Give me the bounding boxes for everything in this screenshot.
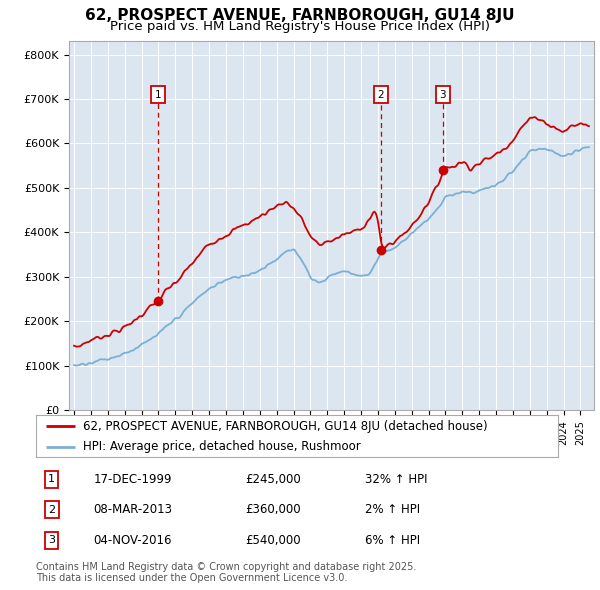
Text: 1: 1 bbox=[154, 90, 161, 100]
Text: £360,000: £360,000 bbox=[245, 503, 301, 516]
Text: 32% ↑ HPI: 32% ↑ HPI bbox=[365, 473, 427, 486]
Text: 62, PROSPECT AVENUE, FARNBOROUGH, GU14 8JU (detached house): 62, PROSPECT AVENUE, FARNBOROUGH, GU14 8… bbox=[83, 419, 488, 432]
Text: HPI: Average price, detached house, Rushmoor: HPI: Average price, detached house, Rush… bbox=[83, 440, 361, 453]
Text: 3: 3 bbox=[439, 90, 446, 100]
Text: 62, PROSPECT AVENUE, FARNBOROUGH, GU14 8JU: 62, PROSPECT AVENUE, FARNBOROUGH, GU14 8… bbox=[85, 8, 515, 23]
Text: £245,000: £245,000 bbox=[245, 473, 301, 486]
Text: 3: 3 bbox=[48, 535, 55, 545]
Text: 1: 1 bbox=[48, 474, 55, 484]
Text: 04-NOV-2016: 04-NOV-2016 bbox=[94, 534, 172, 547]
Text: 2: 2 bbox=[48, 505, 55, 514]
Text: 2% ↑ HPI: 2% ↑ HPI bbox=[365, 503, 420, 516]
Text: 6% ↑ HPI: 6% ↑ HPI bbox=[365, 534, 420, 547]
Text: Price paid vs. HM Land Registry's House Price Index (HPI): Price paid vs. HM Land Registry's House … bbox=[110, 20, 490, 33]
Text: £540,000: £540,000 bbox=[245, 534, 301, 547]
Text: Contains HM Land Registry data © Crown copyright and database right 2025.
This d: Contains HM Land Registry data © Crown c… bbox=[36, 562, 416, 584]
Text: 08-MAR-2013: 08-MAR-2013 bbox=[94, 503, 172, 516]
Text: 2: 2 bbox=[377, 90, 384, 100]
Text: 17-DEC-1999: 17-DEC-1999 bbox=[94, 473, 172, 486]
